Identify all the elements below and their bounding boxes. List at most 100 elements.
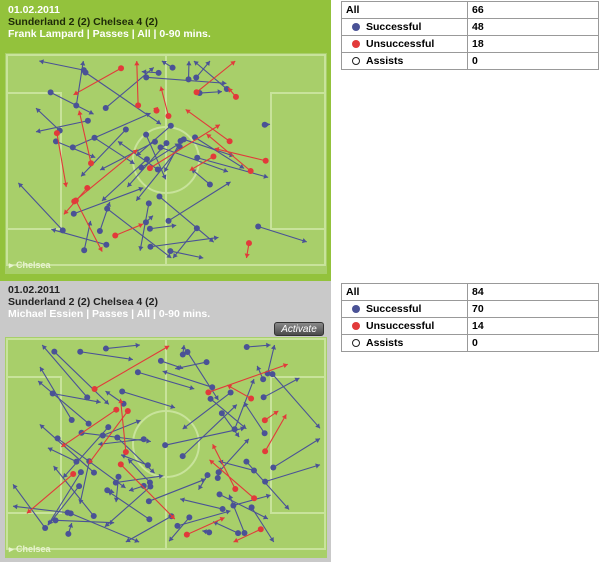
pass-arrowhead	[51, 227, 57, 233]
pass-arrowhead	[175, 365, 180, 371]
successful-pass-origin	[146, 479, 153, 486]
successful-pass-line	[122, 390, 176, 409]
pass-arrowhead	[212, 444, 217, 450]
all-value: 66	[467, 1, 599, 19]
pass-arrowhead	[125, 537, 131, 543]
unsuccessful-pass-origin	[118, 65, 125, 72]
successful-pass-origin	[143, 131, 150, 138]
pass-arrowhead	[223, 167, 229, 173]
successful-pass-origin	[203, 359, 210, 366]
successful-pass-line	[177, 510, 231, 527]
pass-arrowhead	[189, 385, 195, 391]
pass-arrowhead	[170, 404, 176, 409]
stats-table: All 84 Successful 70 Unsuccessful 14 Ass…	[341, 283, 599, 352]
assists-label: Assists	[366, 55, 404, 67]
pass-arrowhead	[68, 523, 73, 528]
pass-arrowhead	[132, 149, 138, 155]
unsuccessful-pass-line	[56, 133, 67, 188]
successful-pass-line	[219, 493, 269, 520]
successful-pass-line	[12, 484, 46, 529]
successful-pass-line	[159, 196, 215, 243]
pass-arrowhead	[225, 509, 231, 515]
successful-pass-line	[162, 370, 213, 388]
left-penalty-box	[6, 376, 62, 514]
successful-pass-origin	[70, 210, 77, 217]
team-label: ▸ Chelsea	[9, 544, 51, 554]
all-label: All	[341, 1, 468, 19]
successful-pass-origin	[77, 348, 84, 355]
successful-pass-line	[267, 344, 276, 374]
pass-arrowhead	[35, 108, 41, 113]
pass-arrowhead	[284, 504, 290, 510]
successful-pass-origin	[151, 138, 158, 145]
successful-pass-origin	[227, 389, 234, 396]
pass-arrowhead	[146, 438, 151, 444]
unsuccessful-pass-origin	[135, 102, 142, 109]
pass-arrowhead	[228, 87, 233, 93]
successful-pass-line	[150, 236, 219, 248]
successful-pass-line	[57, 437, 126, 489]
successful-pass-origin	[193, 74, 200, 81]
unsuccessful-pass-origin	[205, 389, 212, 396]
pass-arrowhead	[35, 128, 41, 134]
unsuccessful-pass-origin	[112, 232, 119, 239]
successful-pass-line	[39, 366, 73, 421]
pass-arrowhead	[81, 171, 86, 177]
pass-map-svg	[6, 338, 326, 550]
assists-icon	[352, 339, 360, 348]
pass-arrowhead	[221, 80, 227, 86]
successful-pass-origin	[143, 156, 150, 163]
successful-pass-origin	[223, 85, 230, 92]
successful-pass-origin	[142, 219, 149, 226]
successful-pass-origin	[103, 241, 110, 248]
unsuccessful-pass-line	[212, 444, 236, 490]
unsuccessful-pass-line	[60, 409, 117, 448]
pass-arrowhead	[265, 493, 271, 499]
successful-pass-origin	[169, 64, 176, 71]
pass-arrowhead	[80, 61, 86, 66]
successful-pass-line	[104, 486, 151, 528]
successful-pass-origin	[230, 502, 237, 509]
successful-pass-line	[264, 464, 321, 483]
all-label: All	[341, 283, 468, 301]
successful-pass-origin	[42, 525, 49, 532]
pass-arrowhead	[263, 173, 269, 179]
assists-value: 0	[467, 52, 599, 70]
pass-arrowhead	[121, 453, 126, 459]
pass-arrowhead	[217, 89, 223, 95]
pass-arrowhead	[249, 379, 255, 385]
successful-pass-line	[105, 344, 141, 350]
successful-pass-origin	[243, 344, 250, 351]
pass-arrowhead	[315, 423, 320, 429]
pass-arrowhead	[135, 342, 140, 349]
activate-button[interactable]: Activate	[274, 322, 324, 336]
successful-pass-line	[212, 521, 239, 534]
successful-pass-line	[115, 475, 164, 484]
successful-pass-origin	[180, 136, 187, 143]
unsuccessful-value: 14	[467, 317, 599, 335]
pass-arrowhead	[47, 520, 53, 526]
successful-pass-origin	[73, 458, 80, 465]
unsuccessful-pass-line	[120, 464, 176, 520]
left-penalty-box	[6, 92, 62, 230]
unsuccessful-pass-origin	[261, 417, 268, 424]
successful-pass-line	[145, 134, 167, 180]
center-circle	[132, 410, 200, 478]
successful-pass-line	[210, 398, 247, 430]
pass-arrowhead	[26, 508, 32, 514]
pass-arrowhead	[164, 167, 169, 172]
successful-pass-origin	[84, 394, 91, 401]
right-penalty-box	[270, 376, 326, 514]
pass-arrowhead	[134, 61, 140, 66]
pass-arrowhead	[208, 237, 214, 243]
pass-arrowhead	[182, 424, 188, 430]
successful-pass-origin	[143, 74, 150, 81]
successful-pass-line	[194, 136, 245, 169]
successful-pass-origin	[154, 166, 161, 173]
successful-pass-origin	[138, 164, 145, 171]
pass-arrowhead	[105, 201, 111, 207]
pass-arrowhead	[78, 499, 84, 504]
pass-arrowhead	[200, 478, 206, 484]
assists-value: 0	[467, 334, 599, 352]
pass-arrowhead	[273, 410, 279, 416]
